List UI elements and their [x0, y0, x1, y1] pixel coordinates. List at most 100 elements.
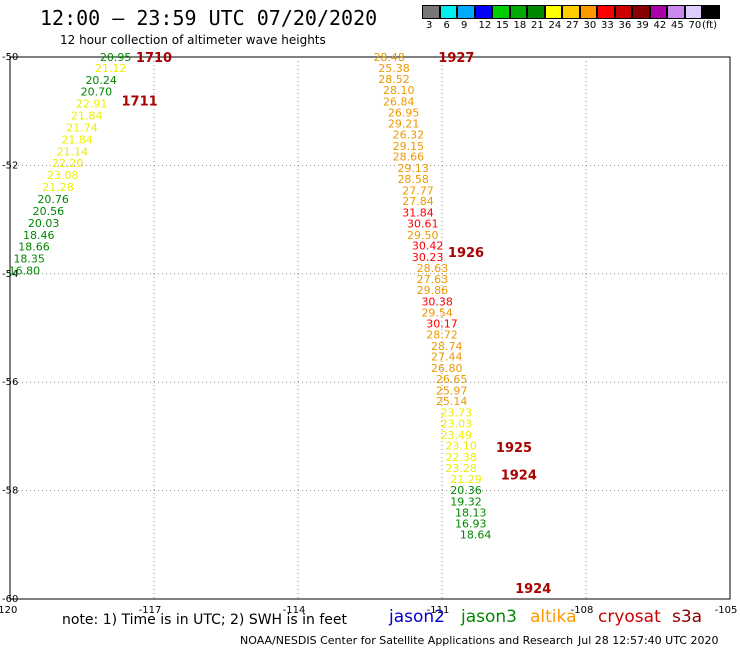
wave-height-point: 30.42 — [412, 240, 444, 253]
pass-time-label: 1925 — [496, 441, 532, 456]
y-tick-label: -56 — [2, 377, 18, 388]
legend-label: 45 — [671, 20, 684, 31]
legend-swatch — [702, 5, 720, 19]
legend-label: (ft) — [702, 20, 718, 31]
wave-height-point: 22.38 — [445, 451, 477, 464]
wave-height-point: 29.13 — [397, 162, 429, 175]
legend-swatch — [439, 5, 457, 19]
wave-height-point: 23.10 — [445, 440, 477, 453]
wave-height-point: 18.66 — [18, 241, 50, 254]
satellite-label: cryosat — [598, 607, 661, 627]
legend-label: 30 — [583, 20, 597, 31]
legend-label: 3 — [426, 20, 433, 31]
legend-swatch — [579, 5, 597, 19]
wave-height-point: 18.13 — [455, 506, 487, 519]
legend-label: 9 — [461, 20, 468, 31]
legend-swatch — [544, 5, 562, 19]
wave-height-point: 23.49 — [441, 429, 473, 442]
legend-label: 24 — [548, 20, 562, 31]
pass-time-label: 1924 — [515, 582, 551, 597]
x-tick-label: -111 — [427, 605, 450, 616]
legend-swatch — [667, 5, 685, 19]
pass-time-label: 1924 — [501, 468, 537, 483]
chart-subtitle: 12 hour collection of altimeter wave hei… — [60, 33, 326, 47]
legend-swatch — [597, 5, 615, 19]
pass-time-label: 1927 — [438, 51, 474, 66]
legend-swatch — [527, 5, 545, 19]
satellite-label: s3a — [672, 607, 703, 627]
wave-height-point: 21.29 — [450, 473, 482, 486]
wave-height-point: 27.63 — [417, 273, 449, 286]
y-tick-label: -54 — [2, 269, 18, 280]
x-tick-label: -117 — [139, 605, 162, 616]
wave-height-point: 26.80 — [431, 362, 463, 375]
legend-swatch — [457, 5, 475, 19]
x-tick-label: -105 — [715, 605, 738, 616]
wave-height-point: 21.74 — [66, 121, 98, 134]
credit-text: NOAA/NESDIS Center for Satellite Applica… — [240, 634, 574, 647]
wave-height-point: 31.84 — [402, 207, 434, 220]
satellite-label: altika — [530, 607, 577, 627]
wave-height-point: 19.32 — [450, 495, 482, 508]
legend-label: 36 — [618, 20, 632, 31]
pass-time-label: 1926 — [448, 246, 484, 261]
wave-height-point: 21.84 — [71, 110, 103, 123]
x-tick-label: -114 — [283, 605, 306, 616]
legend-swatch — [474, 5, 492, 19]
wave-height-point: 30.17 — [426, 318, 458, 331]
wave-height-point: 27.44 — [431, 351, 463, 364]
wave-height-point: 28.48 — [373, 51, 405, 64]
wave-height-point: 20.24 — [85, 74, 117, 87]
wave-height-point: 22.91 — [76, 98, 108, 111]
y-tick-label: -60 — [2, 594, 18, 605]
wave-height-point: 30.23 — [412, 251, 444, 264]
wave-height-point: 27.84 — [402, 195, 434, 208]
wave-height-point: 23.03 — [441, 417, 473, 430]
legend-label: 70 — [688, 20, 702, 31]
legend-swatch — [562, 5, 580, 19]
legend-swatch — [422, 5, 440, 19]
color-scale-legend — [422, 5, 720, 19]
wave-height-point: 20.56 — [33, 205, 65, 218]
wave-height-point: 23.08 — [47, 169, 79, 182]
wave-height-point: 28.74 — [431, 340, 463, 353]
wave-height-point: 29.15 — [393, 140, 425, 153]
y-tick-label: -50 — [2, 52, 18, 63]
wave-height-point: 28.63 — [417, 262, 449, 275]
footer-note: note: 1) Time is in UTC; 2) SWH is in fe… — [62, 612, 348, 628]
legend-swatch — [649, 5, 667, 19]
generated-timestamp: Jul 28 12:57:40 UTC 2020 — [578, 634, 719, 647]
pass-time-label: 1711 — [122, 94, 158, 109]
wave-height-point: 26.32 — [393, 129, 425, 142]
wave-height-point: 22.20 — [52, 157, 84, 170]
wave-height-point: 18.46 — [23, 229, 55, 242]
wave-height-point: 29.54 — [421, 306, 453, 319]
wave-height-point: 29.50 — [407, 229, 439, 242]
x-tick-label: -108 — [571, 605, 594, 616]
legend-label: 12 — [478, 20, 492, 31]
wave-height-point: 25.38 — [378, 62, 410, 75]
wave-height-point: 25.97 — [436, 384, 468, 397]
wave-height-point: 23.73 — [441, 407, 473, 420]
wave-height-point: 20.70 — [81, 86, 113, 99]
legend-label: 15 — [496, 20, 509, 31]
wave-height-point: 26.84 — [383, 95, 415, 108]
legend-label: 39 — [636, 20, 649, 31]
wave-height-point: 29.21 — [388, 118, 420, 131]
wave-height-point: 21.14 — [57, 145, 89, 158]
wave-height-point: 20.36 — [450, 484, 482, 497]
pass-time-label: 1710 — [136, 51, 172, 66]
y-tick-label: -58 — [2, 486, 18, 497]
wave-height-point: 28.66 — [393, 151, 425, 164]
wave-height-point: 18.35 — [13, 253, 45, 266]
plot-frame — [9, 56, 731, 600]
wave-height-point: 28.58 — [397, 173, 429, 186]
legend-label: 6 — [443, 20, 450, 31]
legend-swatch — [492, 5, 510, 19]
wave-height-point: 21.28 — [42, 181, 74, 194]
legend-swatch — [632, 5, 650, 19]
legend-swatch — [614, 5, 632, 19]
wave-height-point: 26.65 — [436, 373, 468, 386]
satellite-label: jason3 — [461, 607, 517, 627]
wave-height-point: 28.10 — [383, 84, 415, 97]
